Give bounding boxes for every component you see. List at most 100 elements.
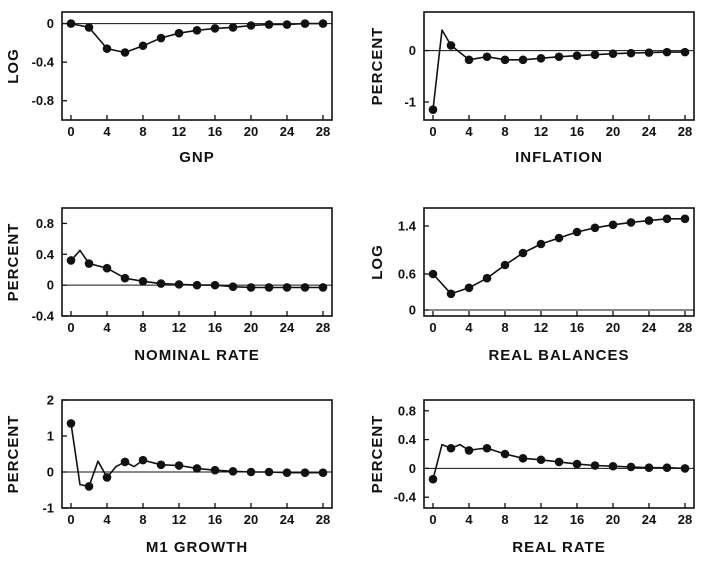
- x-tick-label: 24: [280, 320, 295, 335]
- y-axis-title: LOG: [5, 48, 22, 84]
- data-point: [228, 466, 238, 476]
- data-point: [518, 55, 528, 65]
- data-point: [156, 279, 166, 288]
- x-tick-label: 8: [501, 320, 508, 335]
- data-point: [500, 449, 510, 459]
- data-point: [626, 48, 636, 58]
- data-point: [120, 273, 130, 283]
- data-point: [644, 216, 654, 225]
- data-point: [318, 283, 328, 292]
- y-tick-label: 0.4: [398, 432, 417, 447]
- plot-frame: [61, 399, 333, 509]
- data-point: [228, 23, 238, 32]
- x-tick-label: 16: [208, 320, 222, 335]
- plot-frame: [423, 207, 695, 317]
- x-tick-label: 4: [465, 124, 473, 139]
- x-tick-label: 20: [606, 124, 620, 139]
- data-point: [464, 283, 474, 293]
- data-point: [318, 19, 328, 28]
- x-tick-label: 16: [570, 512, 584, 527]
- x-tick-label: 20: [606, 320, 620, 335]
- x-tick-label: 24: [280, 512, 295, 527]
- data-point: [318, 468, 328, 478]
- y-tick-label: 1: [47, 429, 54, 444]
- data-point: [608, 49, 618, 58]
- x-tick-label: 16: [570, 320, 584, 335]
- series-line: [432, 218, 685, 295]
- data-point: [536, 239, 546, 249]
- data-point: [680, 464, 690, 473]
- x-tick-label: 20: [244, 124, 258, 139]
- x-tick-label: 24: [642, 512, 657, 527]
- data-point: [626, 462, 636, 472]
- y-tick-label: 0: [47, 16, 54, 31]
- y-tick-label: -0.4: [32, 309, 55, 324]
- plot-frame: [423, 11, 695, 121]
- x-tick-label: 24: [280, 124, 295, 139]
- x-tick-label: 8: [139, 124, 146, 139]
- data-point: [84, 482, 94, 491]
- data-point: [644, 463, 654, 472]
- data-point: [210, 24, 220, 33]
- x-tick-label: 12: [534, 320, 548, 335]
- x-tick-label: 16: [208, 512, 222, 527]
- x-tick-label: 20: [606, 512, 620, 527]
- x-tick-label: 12: [172, 512, 186, 527]
- x-tick-label: 4: [103, 512, 111, 527]
- x-tick-label: 12: [172, 320, 186, 335]
- x-axis-title: M1 GROWTH: [146, 539, 248, 556]
- data-point: [246, 283, 256, 292]
- x-tick-label: 28: [316, 124, 330, 139]
- x-tick-label: 0: [429, 320, 436, 335]
- data-point: [138, 455, 148, 465]
- y-tick-label: 0.8: [36, 216, 54, 231]
- data-point: [482, 52, 492, 62]
- x-tick-label: 0: [67, 320, 74, 335]
- data-point: [590, 223, 600, 233]
- x-axis-title: REAL RATE: [512, 539, 605, 556]
- y-tick-label: 0.4: [36, 247, 55, 262]
- data-point: [84, 23, 94, 32]
- y-tick-label: 0: [409, 303, 416, 318]
- data-point: [464, 55, 474, 65]
- data-point: [246, 467, 256, 477]
- x-tick-label: 0: [67, 512, 74, 527]
- data-point: [192, 26, 202, 35]
- data-point: [174, 280, 184, 289]
- data-point: [446, 41, 456, 50]
- x-tick-label: 28: [678, 512, 692, 527]
- x-tick-label: 4: [465, 512, 473, 527]
- x-tick-label: 20: [244, 512, 258, 527]
- y-axis-title: PERCENT: [369, 415, 386, 494]
- data-point: [572, 51, 582, 61]
- data-point: [680, 47, 690, 57]
- y-tick-label: 0.6: [398, 267, 416, 282]
- data-point: [138, 276, 148, 286]
- x-tick-label: 8: [501, 512, 508, 527]
- y-tick-label: -0.4: [394, 490, 417, 505]
- data-point: [300, 19, 310, 28]
- y-tick-label: -0.8: [32, 93, 54, 108]
- y-tick-label: 0: [409, 43, 416, 58]
- chart-panel-4: 0 4 8 12 16 20 24 28 1.4 0.6 0 REAL BALANCES LOG: [369, 207, 695, 364]
- data-point: [518, 248, 528, 258]
- data-point: [572, 459, 582, 469]
- data-point: [518, 454, 528, 463]
- data-point: [84, 259, 94, 268]
- x-tick-label: 28: [316, 320, 330, 335]
- y-tick-label: 2: [47, 393, 54, 408]
- data-point: [246, 21, 256, 30]
- data-point: [120, 457, 130, 467]
- x-tick-label: 16: [208, 124, 222, 139]
- data-point: [662, 214, 672, 224]
- x-tick-label: 8: [501, 124, 508, 139]
- data-point: [120, 48, 130, 57]
- chart-panel-5: 0 4 8 12 16 20 24 28 2 1 0 -1 M1 GROWTH PERCENT: [5, 393, 333, 556]
- x-tick-label: 0: [67, 124, 74, 139]
- y-tick-label: 1.4: [398, 219, 417, 234]
- y-tick-label: 0: [409, 461, 416, 476]
- x-tick-label: 12: [534, 512, 548, 527]
- x-tick-label: 8: [139, 512, 146, 527]
- x-tick-label: 4: [103, 320, 111, 335]
- series-line: [432, 29, 685, 110]
